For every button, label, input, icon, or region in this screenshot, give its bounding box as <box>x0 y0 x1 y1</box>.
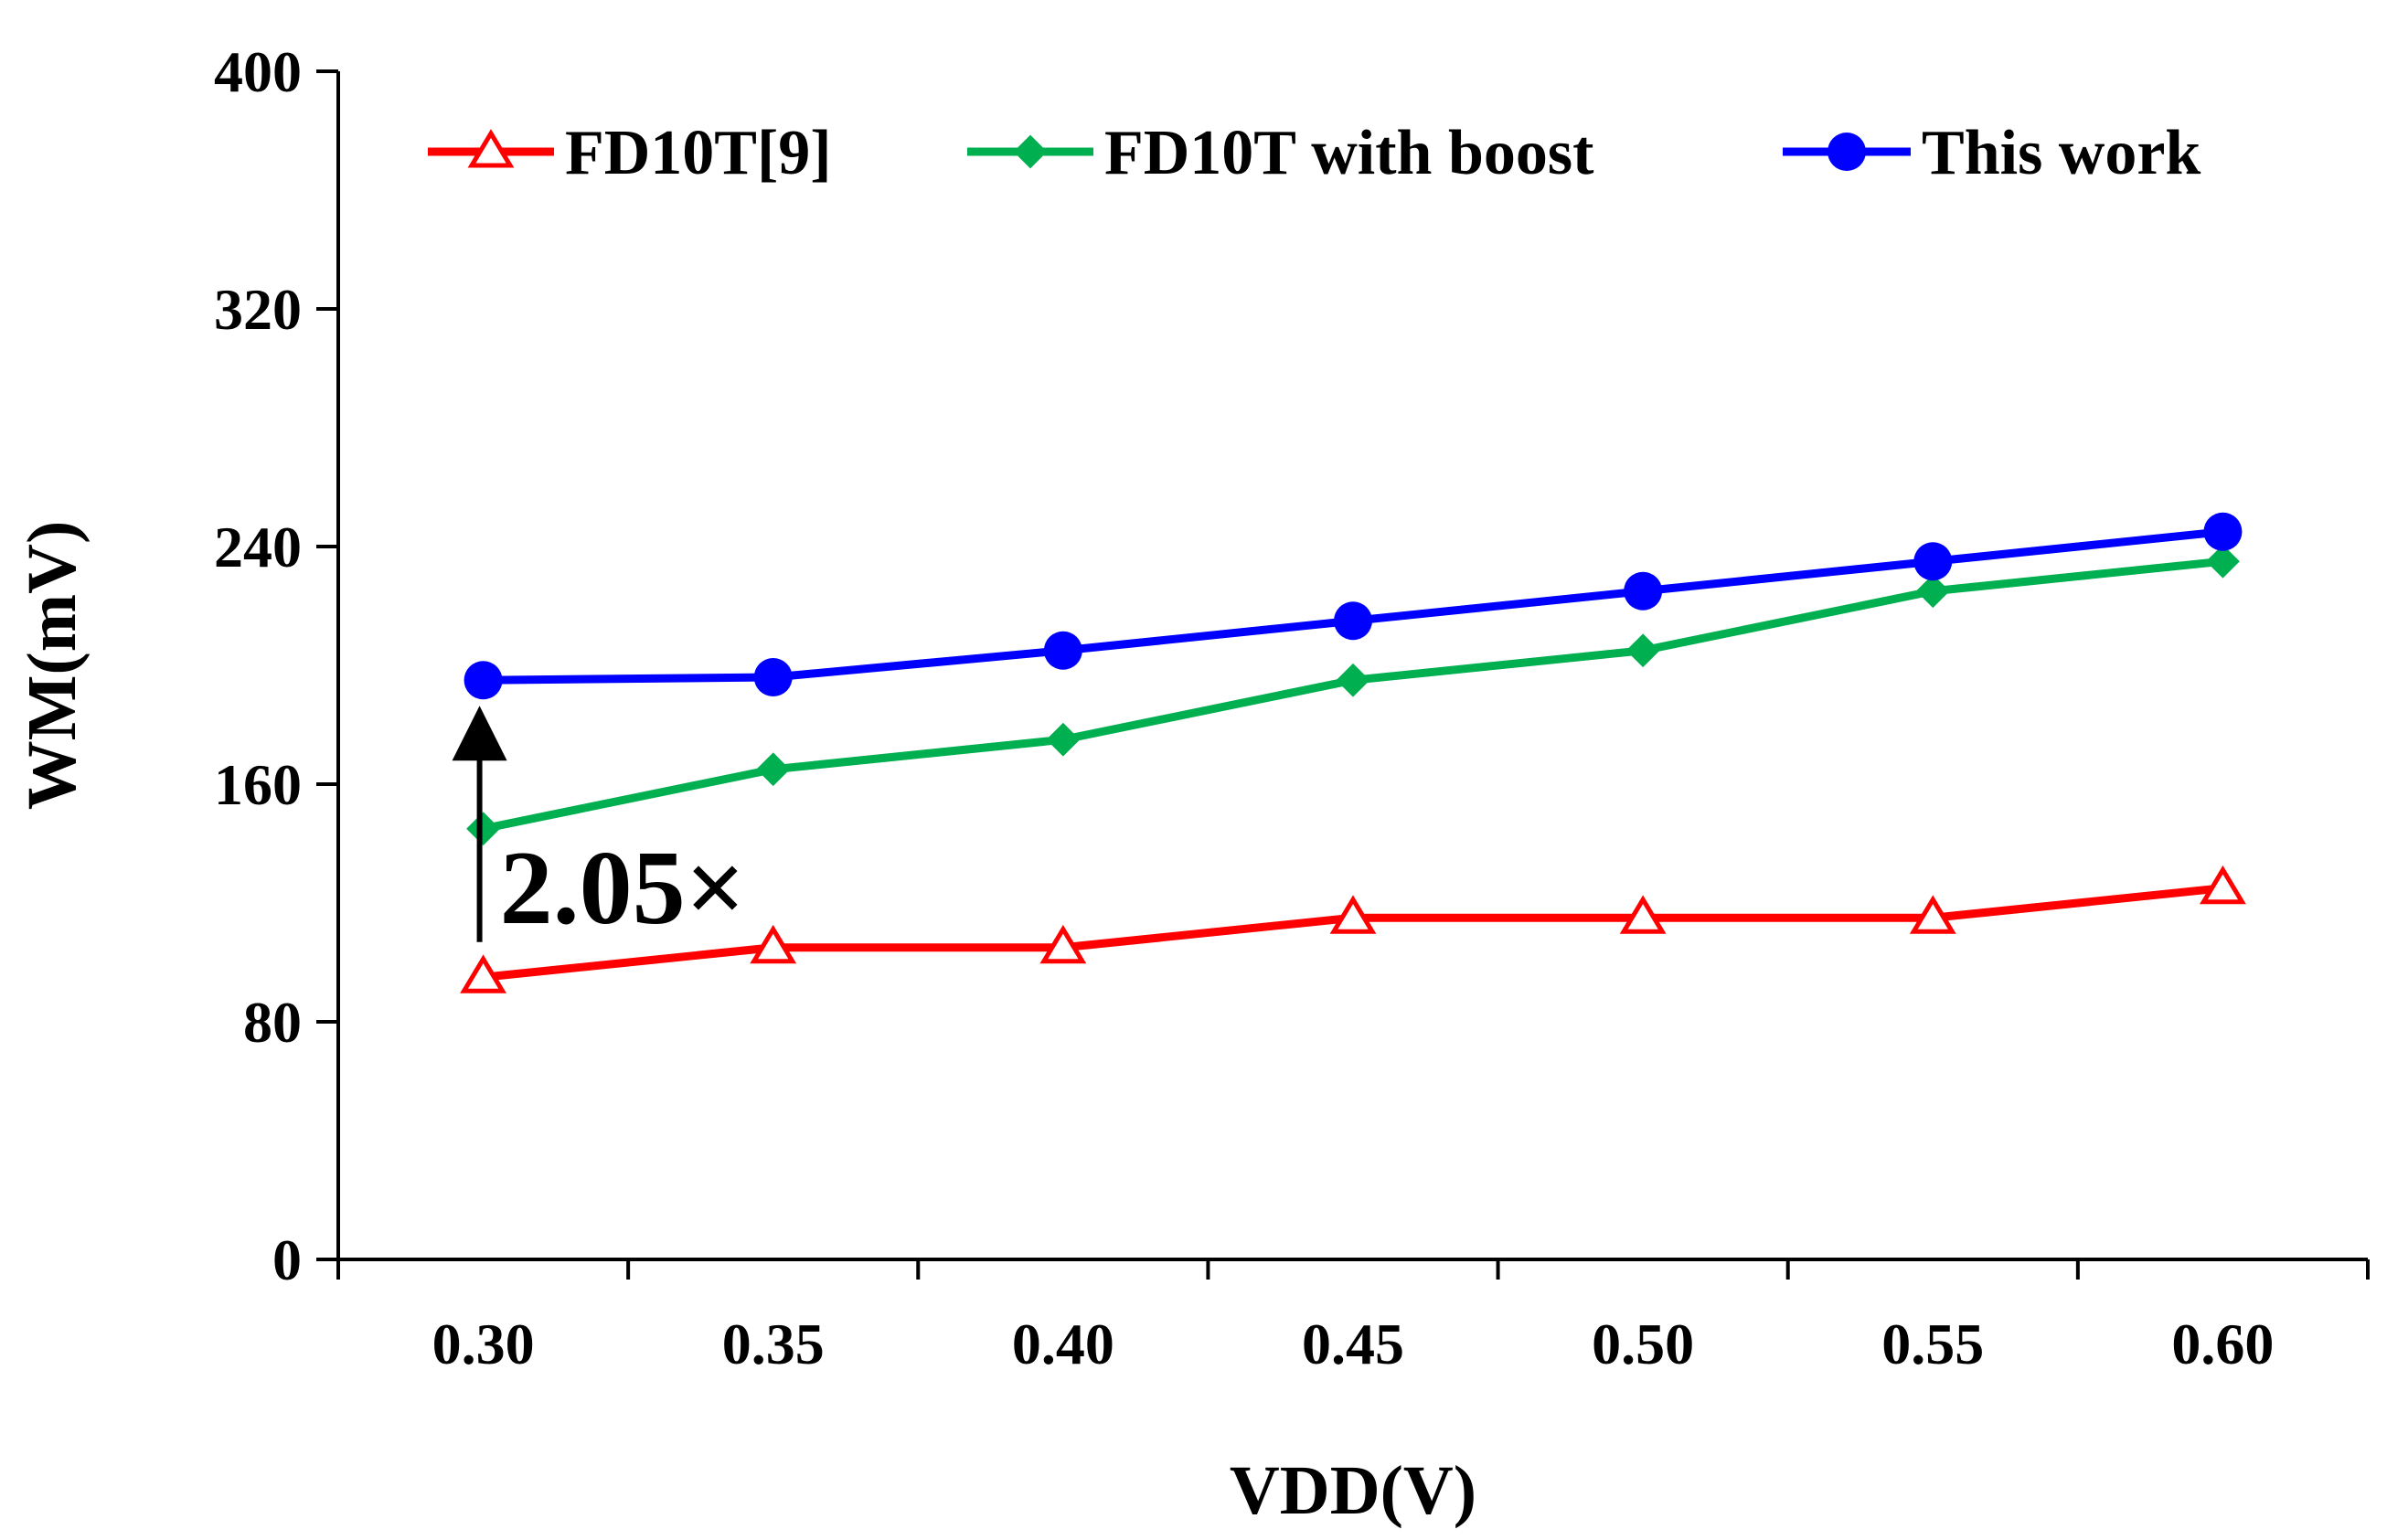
y-tick-label: 320 <box>214 277 302 342</box>
axes: 0 80 160 240 320 400 0.30 0.35 0.40 0.45 0.50 0.55 0… <box>214 39 2370 1376</box>
y-tick-label: 160 <box>214 752 302 817</box>
data-point <box>1336 663 1370 697</box>
legend-item-1: FD10T[9] <box>428 118 832 188</box>
data-point <box>1334 601 1372 641</box>
data-point <box>1329 895 1377 934</box>
legend-marker <box>467 129 515 168</box>
annotation-text: 2.05× <box>500 830 746 947</box>
series-3 <box>464 512 2243 700</box>
data-point <box>1046 722 1081 757</box>
annotation-group: 2.05× <box>452 706 746 947</box>
data-point <box>1039 924 1087 964</box>
data-point <box>1913 542 1953 581</box>
legend-item-2: FD10T with boost <box>967 118 1593 188</box>
data-point <box>2203 512 2243 551</box>
y-tick-label: 80 <box>243 990 302 1055</box>
y-tick-label: 0 <box>272 1227 302 1292</box>
data-point <box>466 812 500 846</box>
y-tick-label: 240 <box>214 515 302 579</box>
legend-marker <box>1828 133 1866 171</box>
legend-marker <box>1013 134 1048 169</box>
x-tick-label: 0.60 <box>2171 1312 2274 1376</box>
data-point <box>1043 631 1082 670</box>
series-1 <box>460 865 2246 993</box>
data-point <box>1909 895 1956 934</box>
data-point <box>2200 865 2246 905</box>
legend-label: FD10T with boost <box>1104 118 1593 188</box>
x-axis-label: VDD(V) <box>1230 1452 1476 1529</box>
x-tick-label: 0.50 <box>1592 1312 1694 1376</box>
data-point <box>460 954 506 993</box>
x-tick-label: 0.35 <box>722 1312 825 1376</box>
x-tick-label: 0.55 <box>1881 1312 1984 1376</box>
series-2 <box>466 544 2240 846</box>
x-tick-label: 0.30 <box>432 1312 535 1376</box>
legend-item-3: This work <box>1783 118 2201 188</box>
data-point <box>1624 571 1663 611</box>
data-point <box>2206 544 2240 579</box>
x-tick-label: 0.40 <box>1012 1312 1114 1376</box>
legend-label: This work <box>1922 118 2201 188</box>
data-point <box>1619 895 1667 934</box>
legend: FD10T[9] FD10T with boost This work <box>428 118 2201 188</box>
data-point <box>753 658 793 696</box>
y-axis-label: WM(mV) <box>14 521 91 811</box>
data-point <box>750 924 797 964</box>
data-point <box>756 752 791 787</box>
series-group <box>460 512 2246 993</box>
data-point <box>1625 633 1660 668</box>
y-tick-label: 400 <box>214 39 302 104</box>
data-point <box>464 661 503 700</box>
legend-label: FD10T[9] <box>565 118 832 188</box>
x-tick-label: 0.45 <box>1302 1312 1404 1376</box>
data-point <box>1915 574 1950 609</box>
